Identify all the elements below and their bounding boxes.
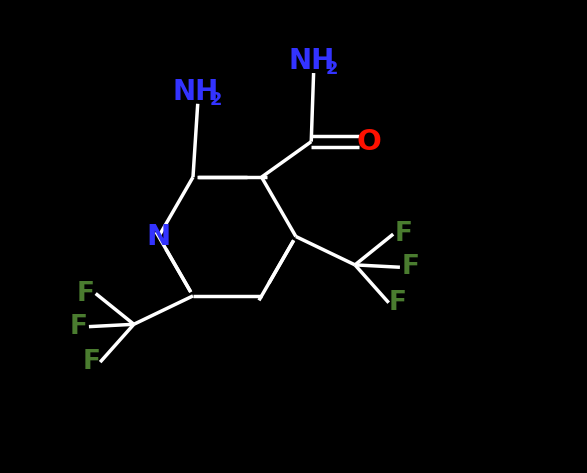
Text: F: F <box>83 349 100 375</box>
Text: F: F <box>402 254 419 280</box>
Text: NH: NH <box>288 47 335 75</box>
Text: O: O <box>356 128 382 156</box>
Text: NH: NH <box>172 78 218 106</box>
Text: N: N <box>147 222 171 251</box>
Text: 2: 2 <box>210 90 222 108</box>
Text: F: F <box>388 290 406 315</box>
Text: F: F <box>394 221 413 247</box>
Text: F: F <box>76 280 95 307</box>
Text: 2: 2 <box>325 60 338 78</box>
Text: F: F <box>69 314 87 340</box>
